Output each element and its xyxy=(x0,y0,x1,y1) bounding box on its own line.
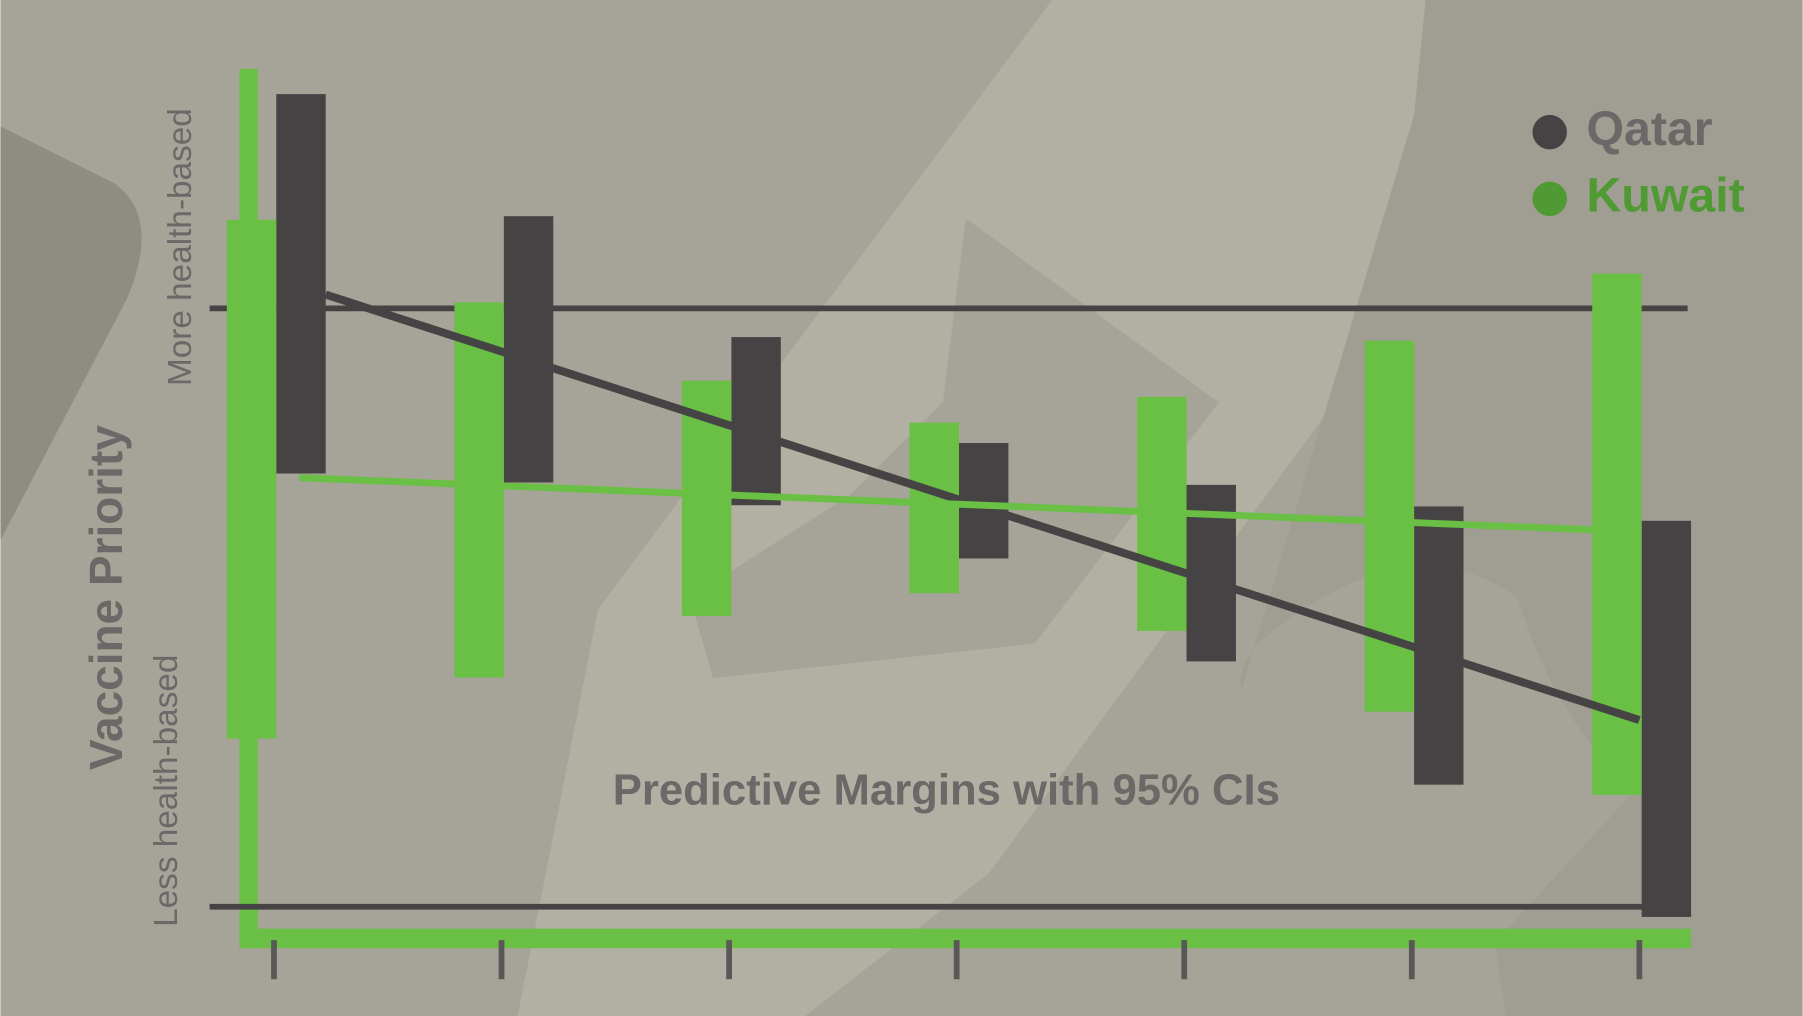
legend-label: Kuwait xyxy=(1586,169,1744,223)
legend-marker xyxy=(1532,115,1566,149)
ci-bar xyxy=(731,337,780,505)
y-top-label: More health-based xyxy=(162,108,199,386)
ci-bar xyxy=(1642,521,1691,917)
y-axis-title: Vaccine Priority xyxy=(80,425,132,770)
ci-bar xyxy=(910,423,959,594)
ci-bar xyxy=(454,302,503,677)
legend-label: Qatar xyxy=(1586,102,1712,156)
page: Vaccine Priority More health-based Less … xyxy=(0,0,1803,1016)
ci-bar xyxy=(227,220,276,739)
x-axis xyxy=(239,929,1691,949)
ci-bar xyxy=(276,94,325,473)
chart-title: Predictive Margins with 95% CIs xyxy=(613,766,1280,815)
chart: Vaccine Priority More health-based Less … xyxy=(0,0,1803,1016)
ci-bar xyxy=(1365,341,1414,712)
legend-marker xyxy=(1532,182,1566,216)
y-bottom-label: Less health-based xyxy=(148,655,185,927)
ci-bar xyxy=(504,216,553,482)
